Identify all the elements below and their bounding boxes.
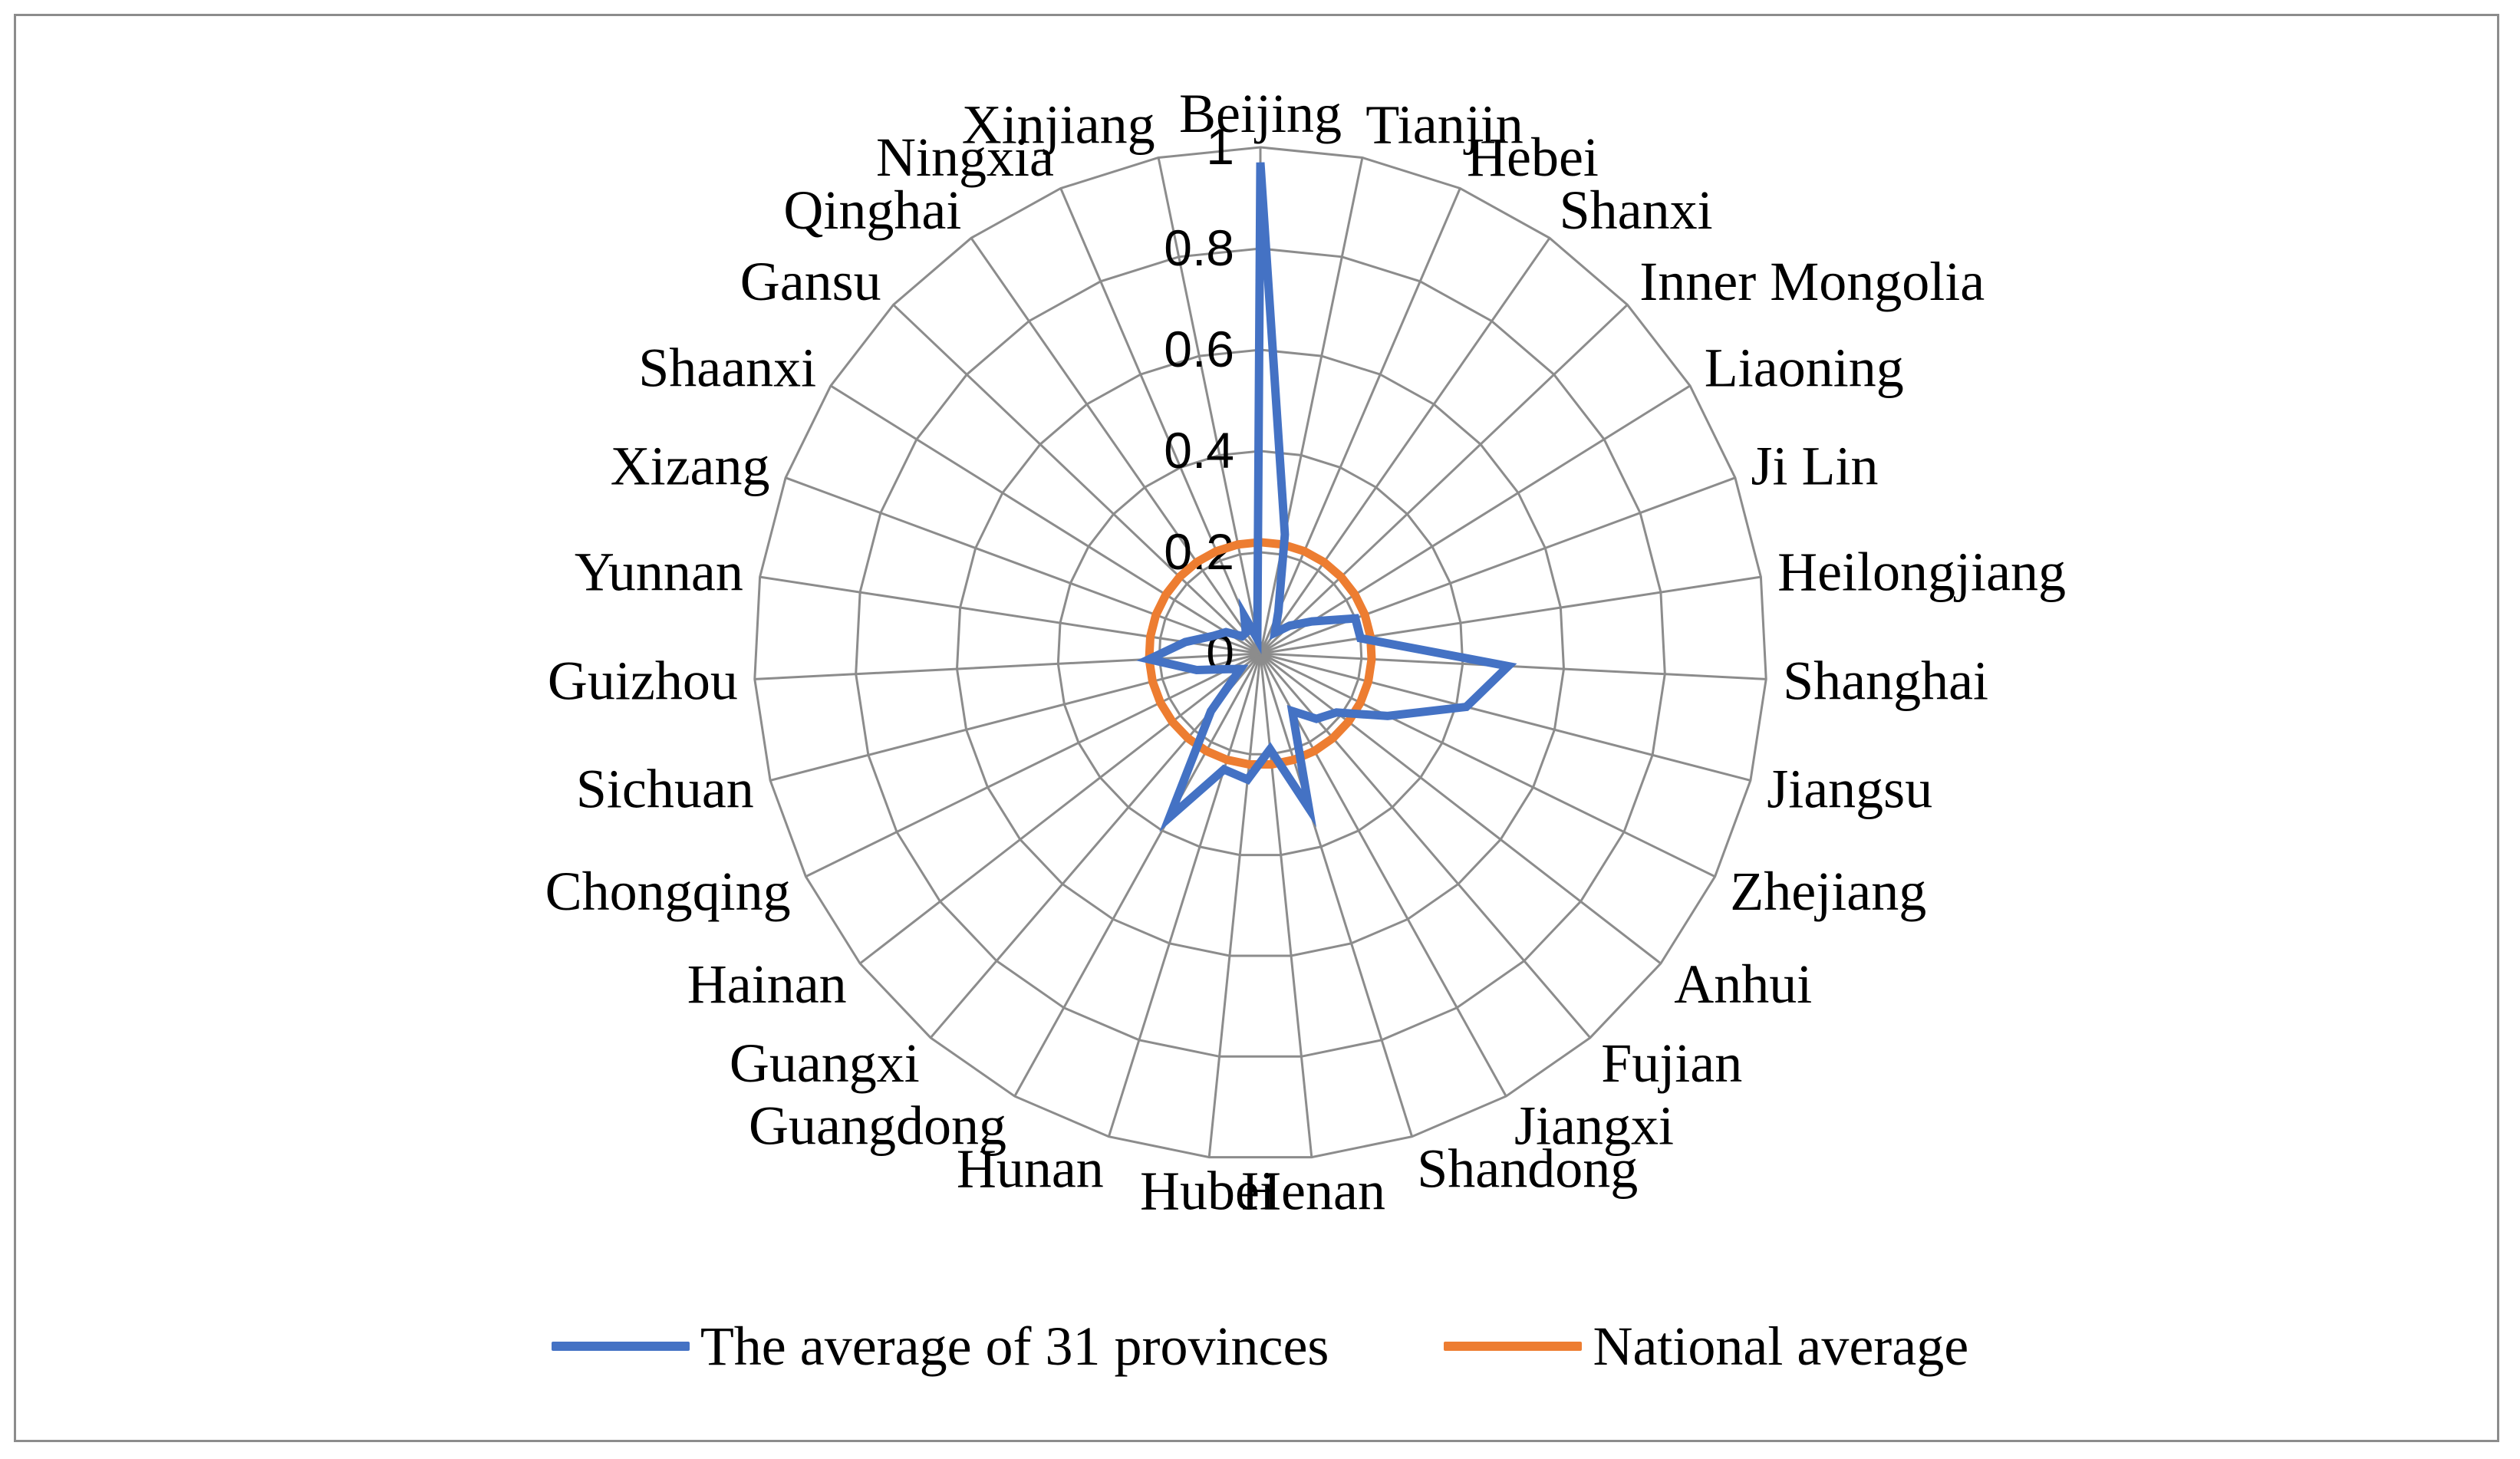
- legend-swatch-national: [1444, 1342, 1583, 1351]
- data-series: [1136, 162, 1517, 832]
- category-label: Hainan: [687, 953, 847, 1015]
- grid-spoke: [1259, 157, 1364, 654]
- legend-swatch-provinces: [551, 1342, 690, 1351]
- category-label: Shaanxi: [638, 338, 816, 399]
- category-label: Xizang: [611, 436, 770, 497]
- category-label: Tianjin: [1365, 94, 1523, 155]
- grid-spoke: [892, 304, 1262, 655]
- category-label: Ningxia: [876, 127, 1054, 188]
- category-label: Gansu: [740, 251, 881, 312]
- category-label: Guizhou: [548, 650, 738, 712]
- radial-tick-label: 0.6: [1164, 321, 1234, 377]
- category-label: Sichuan: [576, 759, 754, 820]
- grid-spoke: [805, 652, 1261, 878]
- category-label: Beijing: [1179, 83, 1342, 144]
- category-label: Heilongjiang: [1777, 541, 2066, 602]
- grid-spoke: [754, 652, 1261, 680]
- grid-spoke: [1013, 653, 1262, 1097]
- legend-label-provinces: The average of 31 provinces: [700, 1315, 1329, 1377]
- grid-ring-1: [1158, 551, 1363, 756]
- grid-spoke: [759, 575, 1261, 655]
- series-line-0: [1136, 162, 1517, 832]
- grid-spoke: [1259, 653, 1414, 1138]
- grid-spoke: [1260, 652, 1751, 782]
- grid-spoke: [1059, 187, 1262, 654]
- radial-tick-label: 1: [1206, 118, 1234, 175]
- category-label: Liaoning: [1705, 338, 1904, 399]
- grid-spoke: [1207, 653, 1262, 1158]
- radial-tick-label: 0.4: [1164, 422, 1234, 479]
- category-label: Yunnan: [575, 541, 743, 602]
- grid-ring-5: [753, 146, 1767, 1159]
- category-label: Shanghai: [1783, 650, 1988, 712]
- grid-spoke: [1259, 187, 1461, 654]
- legend: The average of 31 provinces National ave…: [0, 1304, 2520, 1388]
- grid-spoke: [1260, 476, 1736, 655]
- grid-spoke: [859, 652, 1261, 965]
- category-label: Fujian: [1601, 1032, 1742, 1094]
- category-label: Guangdong: [749, 1095, 1006, 1157]
- grid-spoke: [1260, 575, 1761, 655]
- grid-ring-3: [955, 348, 1566, 957]
- grid-spoke: [785, 476, 1261, 655]
- category-label: Shanxi: [1560, 179, 1713, 241]
- grid-spoke: [1107, 653, 1262, 1138]
- category-label: Zhejiang: [1730, 861, 1926, 922]
- grid-spoke: [970, 237, 1262, 654]
- category-label: Guangxi: [730, 1032, 920, 1094]
- grid-spoke: [1157, 157, 1262, 654]
- category-label: Jiangsu: [1767, 759, 1932, 820]
- category-label: Qinghai: [783, 179, 961, 241]
- category-label: Hebei: [1467, 127, 1599, 188]
- category-label: Ji Lin: [1751, 436, 1879, 497]
- grid-spoke: [1259, 304, 1629, 655]
- category-label: Xinjiang: [962, 94, 1155, 155]
- category-label: Hubei: [1140, 1160, 1275, 1221]
- legend-item-national: National average: [1444, 1315, 1968, 1378]
- grid-ring-4: [855, 247, 1666, 1058]
- category-label: Anhui: [1674, 953, 1812, 1015]
- grid-ring-2: [1056, 450, 1464, 857]
- grid-spoke: [1259, 653, 1313, 1158]
- category-label: Inner Mongolia: [1639, 251, 1985, 312]
- grid-spoke: [1260, 652, 1716, 878]
- grid-spoke: [769, 652, 1261, 782]
- grid-spoke: [1259, 653, 1507, 1097]
- radial-tick-label: 0.8: [1164, 219, 1234, 276]
- grid-spoke: [1260, 384, 1691, 655]
- category-label: Chongqing: [545, 861, 791, 922]
- grid-spoke: [1260, 652, 1662, 965]
- category-label: Shandong: [1417, 1138, 1638, 1200]
- radar-grid: [753, 146, 1767, 1159]
- category-label: Jiangxi: [1514, 1095, 1674, 1157]
- legend-label-national: National average: [1593, 1315, 1969, 1377]
- grid-spoke: [1259, 237, 1551, 654]
- legend-item-provinces: The average of 31 provinces: [551, 1315, 1329, 1378]
- grid-spoke: [830, 384, 1261, 655]
- category-label: Hunan: [957, 1138, 1104, 1200]
- category-label: Henan: [1241, 1160, 1385, 1221]
